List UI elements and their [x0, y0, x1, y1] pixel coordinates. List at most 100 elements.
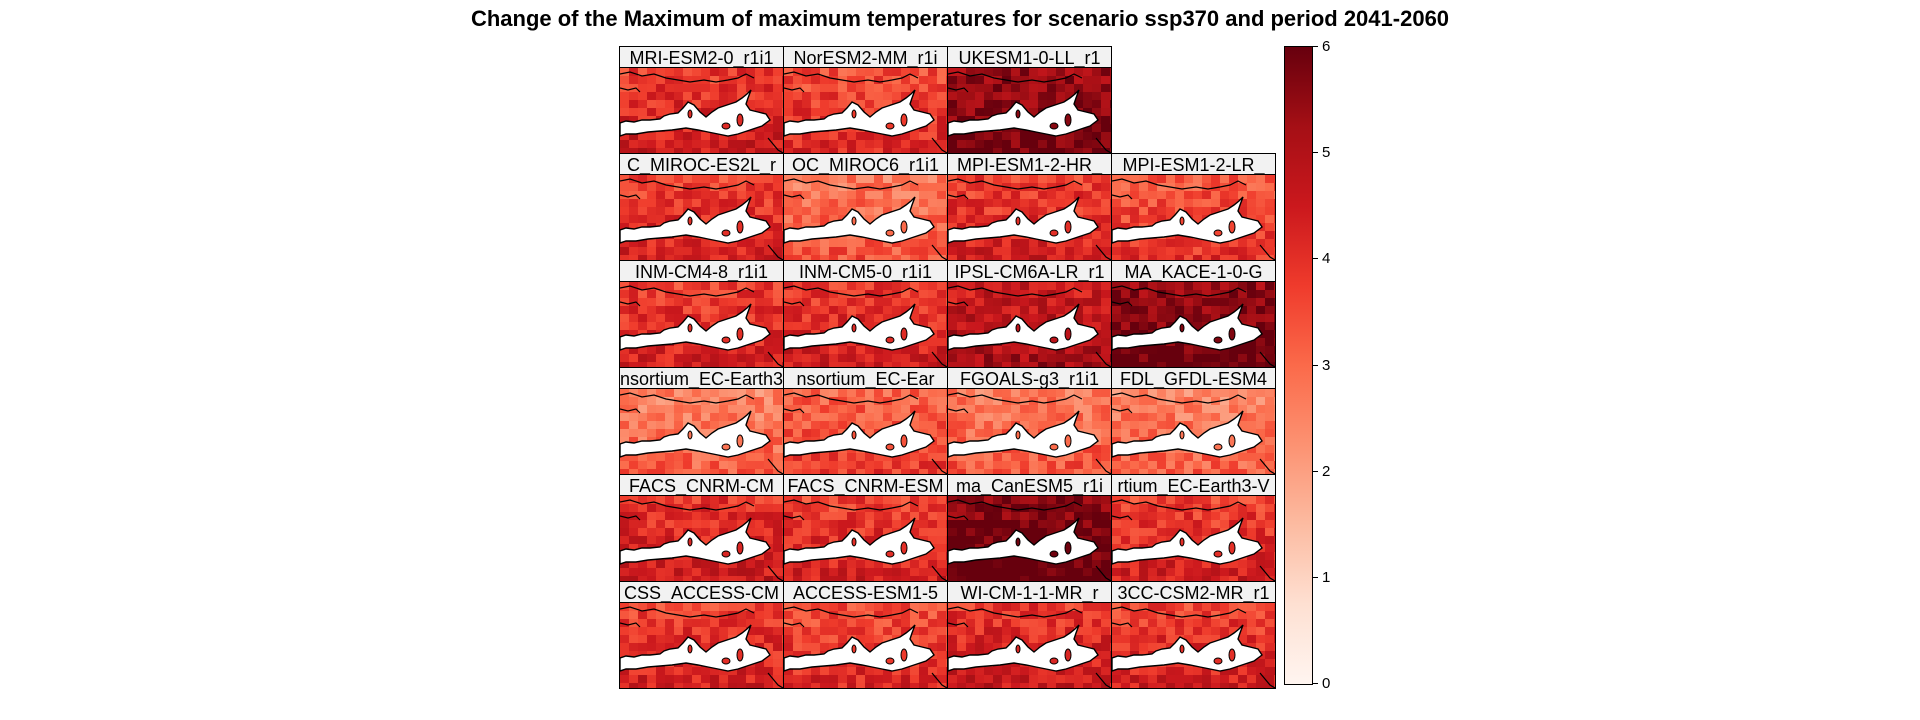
heatmap-cell — [901, 282, 911, 291]
heatmap-cell — [919, 603, 929, 612]
coastline — [620, 622, 641, 628]
heatmap-cell — [910, 568, 920, 577]
heatmap-cell — [746, 520, 756, 529]
heatmap-cell — [1220, 453, 1230, 462]
heatmap-cell — [1092, 643, 1102, 652]
heatmap-cell — [928, 247, 938, 256]
heatmap-cell — [782, 635, 783, 644]
heatmap-svg — [948, 603, 1111, 688]
heatmap-cell — [1220, 496, 1230, 505]
heatmap-cell — [1184, 568, 1194, 577]
heatmap-cell — [1211, 199, 1221, 208]
heatmap-cell — [656, 683, 666, 688]
heatmap-cell — [1166, 306, 1176, 315]
heatmap-cell — [957, 536, 967, 545]
heatmap-cell — [966, 568, 976, 577]
heatmap-cell — [946, 544, 947, 553]
heatmap-cell — [782, 560, 783, 569]
heatmap-cell — [1193, 239, 1203, 248]
heatmap-cell — [773, 520, 783, 529]
heatmap-cell — [692, 635, 702, 644]
heatmap-cell — [1002, 175, 1012, 184]
heatmap-cell — [1175, 239, 1185, 248]
facet-label: WI-CM-1-1-MR_r — [960, 583, 1099, 603]
heatmap-cell — [984, 619, 994, 628]
heatmap-cell — [984, 346, 994, 355]
heatmap-cell — [892, 469, 902, 474]
heatmap-cell — [1056, 496, 1066, 505]
coastline — [948, 606, 1083, 618]
heatmap-cell — [811, 667, 821, 676]
heatmap-cell — [793, 568, 803, 577]
heatmap-cell — [1265, 437, 1275, 446]
heatmap-cell — [1011, 675, 1021, 684]
facet-map — [1111, 281, 1276, 368]
heatmap-cell — [1193, 461, 1203, 470]
facet-panel: INM-CM4-8_r1i1 — [619, 260, 784, 368]
heatmap-cell — [674, 619, 684, 628]
heatmap-cell — [1020, 207, 1030, 216]
heatmap-cell — [1247, 207, 1257, 216]
facet-strip: FGOALS-g3_r1i1 — [947, 367, 1112, 390]
heatmap-cell — [901, 346, 911, 355]
heatmap-cell — [1092, 552, 1102, 561]
heatmap-cell — [1166, 421, 1176, 430]
heatmap-cell — [665, 520, 675, 529]
coastline — [1095, 244, 1111, 260]
heatmap-cell — [802, 429, 812, 438]
heatmap-cell — [1202, 560, 1212, 569]
heatmap-cell — [1065, 461, 1075, 470]
heatmap-cell — [784, 346, 794, 355]
heatmap-svg — [948, 496, 1111, 581]
heatmap-cell — [811, 453, 821, 462]
heatmap-cell — [1112, 354, 1122, 363]
heatmap-cell — [1083, 239, 1093, 248]
heatmap-cell — [746, 635, 756, 644]
heatmap-cell — [802, 306, 812, 315]
heatmap-cell — [883, 92, 893, 101]
heatmap-cell — [773, 413, 783, 422]
heatmap-cell — [629, 76, 639, 85]
heatmap-cell — [665, 576, 675, 581]
heatmap-cell — [1074, 635, 1084, 644]
heatmap-cell — [773, 627, 783, 636]
heatmap-cell — [993, 92, 1003, 101]
heatmap-cell — [784, 322, 794, 331]
heatmap-cell — [782, 659, 783, 668]
heatmap-cell — [928, 346, 938, 355]
facet-map — [1111, 602, 1276, 689]
heatmap-cell — [1274, 362, 1275, 367]
heatmap-cell — [984, 322, 994, 331]
heatmap-cell — [1130, 667, 1140, 676]
heatmap-cell — [1083, 512, 1093, 521]
heatmap-cell — [865, 635, 875, 644]
heatmap-cell — [1065, 148, 1075, 153]
heatmap-cell — [764, 354, 774, 363]
heatmap-cell — [692, 362, 702, 367]
heatmap-cell — [984, 683, 994, 688]
heatmap-cell — [1265, 405, 1275, 414]
heatmap-cell — [874, 314, 884, 323]
heatmap-cell — [1002, 469, 1012, 474]
heatmap-cell — [1184, 461, 1194, 470]
heatmap-cell — [764, 528, 774, 537]
heatmap-cell — [638, 362, 648, 367]
heatmap-cell — [1247, 290, 1257, 299]
heatmap-cell — [1047, 314, 1057, 323]
heatmap-cell — [1047, 603, 1057, 612]
coastline — [767, 137, 783, 153]
coastline — [784, 622, 805, 628]
heatmap-cell — [802, 421, 812, 430]
heatmap-cell — [620, 298, 630, 307]
heatmap-cell — [975, 354, 985, 363]
heatmap-cell — [984, 560, 994, 569]
heatmap-cell — [993, 76, 1003, 85]
heatmap-cell — [701, 429, 711, 438]
heatmap-cell — [793, 453, 803, 462]
island — [1049, 443, 1059, 451]
heatmap-cell — [710, 354, 720, 363]
heatmap-cell — [1256, 528, 1266, 537]
heatmap-cell — [811, 346, 821, 355]
heatmap-cell — [1247, 520, 1257, 529]
heatmap-cell — [1148, 675, 1158, 684]
